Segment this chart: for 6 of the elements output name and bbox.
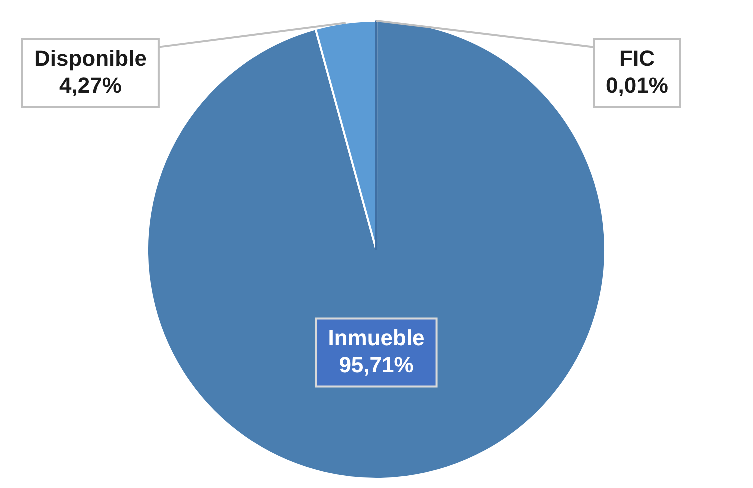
- data-label: 0,01%: [606, 72, 668, 98]
- slice-label: FIC: [620, 46, 656, 71]
- slice-label: Inmueble: [328, 325, 425, 350]
- data-label: 95,71%: [339, 352, 414, 378]
- data-label: 4,27%: [60, 72, 122, 98]
- slice-label: Disponible: [34, 46, 147, 71]
